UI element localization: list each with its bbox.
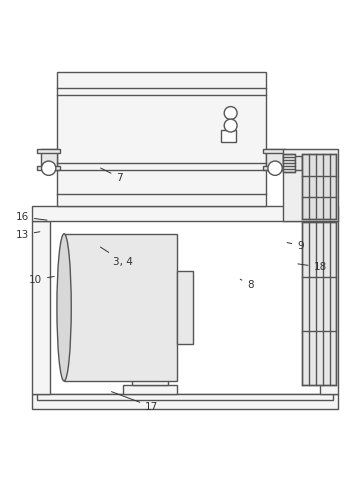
Bar <box>37 166 61 170</box>
Bar <box>132 379 168 385</box>
Text: 16: 16 <box>16 212 47 222</box>
Bar <box>295 156 302 170</box>
Bar <box>32 394 338 409</box>
Bar <box>263 149 286 153</box>
Text: 10: 10 <box>29 274 54 285</box>
Bar <box>283 154 295 172</box>
Bar <box>266 149 283 170</box>
Text: 3, 4: 3, 4 <box>100 247 133 267</box>
Bar <box>302 222 336 385</box>
Text: 8: 8 <box>240 279 254 290</box>
Bar <box>221 130 236 142</box>
Circle shape <box>224 106 237 120</box>
Bar <box>37 149 61 153</box>
Bar <box>32 206 338 221</box>
Bar <box>123 385 177 394</box>
Text: 9: 9 <box>287 241 304 251</box>
Bar <box>283 149 338 221</box>
Ellipse shape <box>57 234 71 381</box>
Bar <box>37 394 333 400</box>
Circle shape <box>224 119 237 132</box>
Circle shape <box>268 161 282 175</box>
Bar <box>302 154 336 219</box>
Bar <box>32 221 50 394</box>
Bar <box>177 271 193 344</box>
Text: 7: 7 <box>101 168 123 182</box>
Circle shape <box>42 161 56 175</box>
Bar <box>41 149 57 170</box>
Bar <box>263 166 286 170</box>
Bar <box>64 234 177 381</box>
Text: 18: 18 <box>298 262 327 272</box>
Text: 13: 13 <box>16 230 40 240</box>
Bar <box>57 72 266 206</box>
Text: 17: 17 <box>112 392 158 412</box>
Bar <box>320 221 338 394</box>
